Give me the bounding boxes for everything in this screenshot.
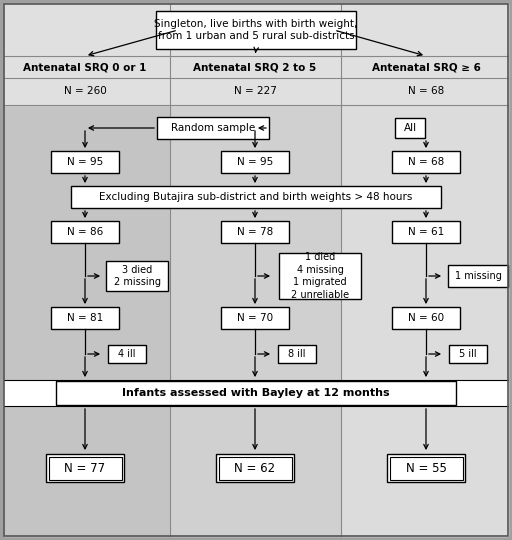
Bar: [279, 253, 361, 299]
Text: N = 227: N = 227: [233, 86, 276, 96]
Text: Infants assessed with Bayley at 12 months: Infants assessed with Bayley at 12 month…: [122, 388, 390, 398]
Bar: [219, 456, 291, 480]
Text: Antenatal SRQ 0 or 1: Antenatal SRQ 0 or 1: [24, 62, 146, 72]
Bar: [51, 151, 119, 173]
Text: N = 260: N = 260: [63, 86, 106, 96]
Bar: [46, 454, 124, 482]
Bar: [387, 454, 465, 482]
Text: N = 86: N = 86: [67, 227, 103, 237]
Bar: [170, 105, 341, 536]
Text: 3 died
2 missing: 3 died 2 missing: [114, 265, 160, 287]
Bar: [106, 261, 168, 291]
Bar: [448, 265, 508, 287]
Bar: [4, 4, 508, 105]
Bar: [221, 221, 289, 243]
Text: N = 81: N = 81: [67, 313, 103, 323]
Bar: [392, 307, 460, 329]
Bar: [341, 105, 508, 536]
Text: N = 95: N = 95: [67, 157, 103, 167]
Text: N = 70: N = 70: [237, 313, 273, 323]
Bar: [156, 11, 356, 49]
Text: N = 78: N = 78: [237, 227, 273, 237]
Text: N = 68: N = 68: [408, 157, 444, 167]
Bar: [278, 345, 316, 363]
Text: N = 55: N = 55: [406, 462, 446, 475]
Bar: [51, 221, 119, 243]
Bar: [449, 345, 487, 363]
Text: All: All: [403, 123, 417, 133]
Bar: [71, 186, 441, 208]
Bar: [390, 456, 462, 480]
Text: Excluding Butajira sub-district and birth weights > 48 hours: Excluding Butajira sub-district and birt…: [99, 192, 413, 202]
Bar: [108, 345, 146, 363]
Text: N = 60: N = 60: [408, 313, 444, 323]
Text: 1 died
4 missing
1 migrated
2 unreliable: 1 died 4 missing 1 migrated 2 unreliable: [291, 252, 349, 300]
Text: Antenatal SRQ ≥ 6: Antenatal SRQ ≥ 6: [372, 62, 480, 72]
Bar: [56, 381, 456, 405]
Bar: [395, 118, 425, 138]
Text: Singleton, live births with birth weight,
from 1 urban and 5 rural sub-districts: Singleton, live births with birth weight…: [154, 18, 358, 42]
Bar: [216, 454, 294, 482]
Bar: [157, 117, 269, 139]
Text: 4 ill: 4 ill: [118, 349, 136, 359]
Text: Random sample: Random sample: [171, 123, 255, 133]
Text: 8 ill: 8 ill: [288, 349, 306, 359]
Bar: [221, 307, 289, 329]
Text: N = 77: N = 77: [65, 462, 105, 475]
Text: N = 95: N = 95: [237, 157, 273, 167]
Text: N = 61: N = 61: [408, 227, 444, 237]
Text: N = 62: N = 62: [234, 462, 275, 475]
Bar: [392, 151, 460, 173]
Text: N = 68: N = 68: [408, 86, 444, 96]
Bar: [49, 456, 121, 480]
Bar: [392, 221, 460, 243]
Bar: [4, 105, 170, 536]
Text: 1 missing: 1 missing: [455, 271, 501, 281]
Bar: [4, 380, 508, 406]
Text: Antenatal SRQ 2 to 5: Antenatal SRQ 2 to 5: [194, 62, 316, 72]
Text: 5 ill: 5 ill: [459, 349, 477, 359]
Bar: [51, 307, 119, 329]
Bar: [221, 151, 289, 173]
